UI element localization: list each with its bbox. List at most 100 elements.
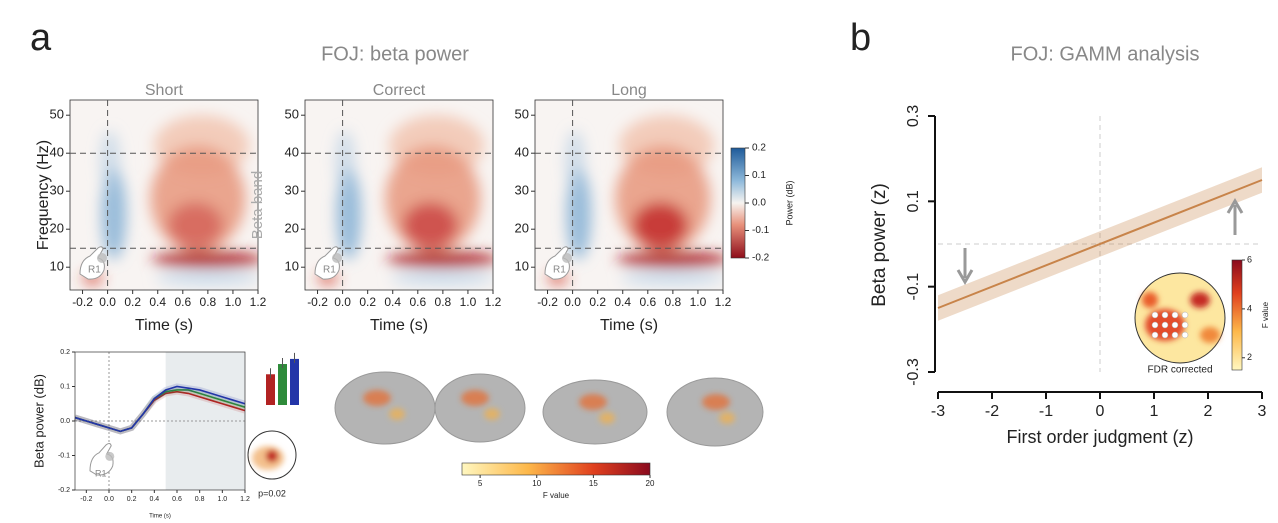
activation-blob [389, 408, 405, 420]
topo-blob [1142, 292, 1158, 308]
panel-label: a [30, 17, 52, 59]
activation-blob [702, 394, 730, 410]
y-tick-label: 30 [515, 183, 529, 198]
x-tick-label: 0.8 [435, 295, 452, 309]
heatmap-title: Short [145, 82, 184, 99]
touch-point [332, 253, 342, 263]
y-tick-label: 40 [285, 145, 299, 160]
sensor [1151, 331, 1159, 339]
x-tick-label: 0 [1096, 403, 1105, 420]
x-tick-label: 0.2 [589, 295, 606, 309]
activation-blob [719, 412, 735, 424]
x-axis-label: Time (s) [149, 514, 171, 520]
y-tick-label: 50 [50, 107, 64, 122]
x-tick-label: 1.0 [225, 295, 242, 309]
colorbar-tick-label: 20 [646, 479, 655, 488]
sensor [1161, 311, 1169, 319]
x-axis-label: Time (s) [135, 317, 193, 334]
hand-label: R1 [553, 265, 566, 276]
x-tick-label: 0.2 [124, 295, 141, 309]
x-tick-label: 1.2 [240, 496, 250, 503]
brain [334, 371, 436, 445]
x-tick-label: 0.6 [174, 295, 191, 309]
x-tick-label: 1.0 [217, 496, 227, 503]
x-tick-label: 0.6 [172, 496, 182, 503]
x-axis-label: Time (s) [370, 317, 428, 334]
touch-point [97, 253, 107, 263]
x-tick-label: 0.6 [409, 295, 426, 309]
x-tick-label: 0.4 [149, 496, 159, 503]
y-tick-label: 0.1 [60, 383, 70, 390]
x-tick-label: 1.0 [690, 295, 707, 309]
topo-blob [1200, 327, 1220, 343]
activation-blob [579, 394, 607, 410]
x-tick-label: 0.0 [334, 295, 351, 309]
y-tick-label: 0.0 [60, 418, 70, 425]
x-tick-label: -0.2 [72, 295, 93, 309]
colorbar-tick-label: 0.1 [752, 170, 766, 181]
y-tick-label: 20 [515, 221, 529, 236]
heatmap [547, 115, 723, 286]
heatmap-frame [69, 99, 259, 291]
y-tick-label: -0.2 [58, 487, 70, 494]
y-tick-label: 40 [515, 145, 529, 160]
bar [290, 358, 299, 405]
touch-point [105, 451, 115, 461]
panel-label: b [850, 17, 871, 59]
power-blob [620, 271, 723, 286]
x-axis-label: Time (s) [600, 317, 658, 334]
power-blob [616, 251, 723, 268]
y-tick-label: 10 [285, 259, 299, 274]
x-tick-label: -3 [931, 403, 945, 420]
x-axis-label: First order judgment (z) [1006, 427, 1193, 447]
sensor [1181, 311, 1189, 319]
heatmap [82, 115, 258, 286]
x-tick-label: 0.8 [195, 496, 205, 503]
sensor [1171, 331, 1179, 339]
x-tick-label: 0.2 [127, 496, 137, 503]
power-blob [632, 202, 688, 249]
x-tick-label: 1.2 [715, 295, 732, 309]
activation-blob [461, 390, 489, 406]
colorbar-tick-label: 0.0 [752, 198, 766, 209]
brain-activation [702, 394, 735, 424]
colorbar-label: F value [543, 491, 570, 500]
brain [434, 373, 526, 443]
y-tick-label: 30 [50, 183, 64, 198]
line [74, 385, 246, 433]
hand-label: R1 [88, 265, 101, 276]
x-tick-label: 2 [1204, 403, 1213, 420]
brain-activation [579, 394, 615, 424]
panel-title: FOJ: beta power [321, 43, 469, 65]
brain-activation [461, 390, 500, 420]
sensor [1181, 321, 1189, 329]
colorbar-tick-label: 5 [478, 479, 483, 488]
colorbar-tick-label: 2 [1247, 352, 1252, 362]
colorbar-tick-label: 10 [532, 479, 541, 488]
hand-label: R1 [323, 265, 336, 276]
heatmap [317, 115, 493, 286]
colorbar-tick-label: -0.2 [752, 253, 770, 264]
colorbar-label: Power (dB) [784, 180, 794, 225]
x-tick-label: 0.4 [614, 295, 631, 309]
power-blob [155, 271, 258, 286]
x-tick-label: 0.0 [104, 496, 114, 503]
x-tick-label: 3 [1258, 403, 1267, 420]
topo-label: FDR corrected [1147, 365, 1212, 376]
colorbar [730, 147, 746, 259]
y-tick-label: -0.1 [905, 273, 922, 301]
x-tick-label: 1.0 [460, 295, 477, 309]
x-tick-label: 0.6 [639, 295, 656, 309]
y-tick-label: 0.3 [905, 105, 922, 127]
power-blob [565, 130, 586, 192]
x-tick-label: -2 [985, 403, 999, 420]
x-tick-label: -0.2 [80, 496, 92, 503]
x-tick-label: 1.2 [250, 295, 267, 309]
x-tick-label: -1 [1039, 403, 1053, 420]
x-tick-label: -0.2 [537, 295, 558, 309]
x-tick-label: 0.2 [359, 295, 376, 309]
x-tick-label: 0.4 [149, 295, 166, 309]
colorbar [1231, 259, 1243, 371]
brain-activation [363, 390, 405, 420]
y-tick-label: 10 [515, 259, 529, 274]
